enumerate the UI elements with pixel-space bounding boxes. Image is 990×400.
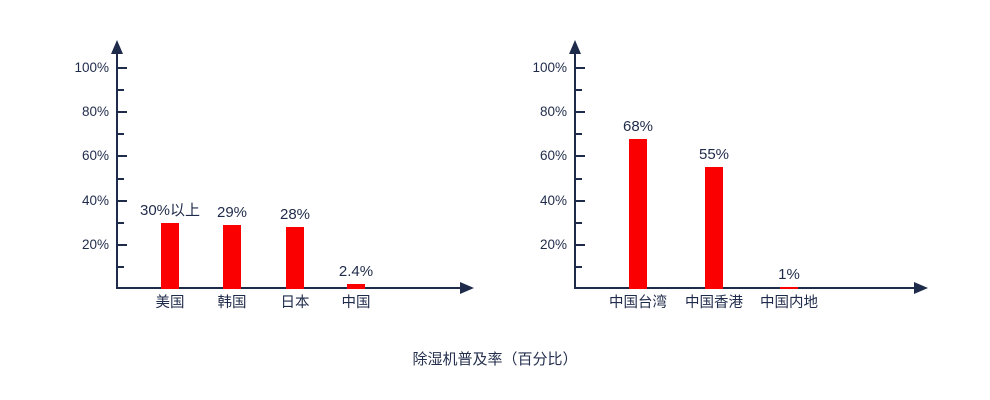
y-tick-label: 100%: [74, 60, 109, 75]
y-minor-tick: [576, 89, 582, 92]
bar-value-label: 30%以上: [139, 202, 201, 219]
y-minor-tick: [118, 89, 124, 92]
y-tick-label: 40%: [81, 192, 109, 208]
y-minor-tick: [576, 221, 582, 224]
x-axis: [575, 287, 916, 289]
y-minor-tick: [576, 177, 582, 180]
y-major-tick: [576, 199, 585, 202]
y-minor-tick: [118, 177, 124, 180]
bar: [161, 223, 179, 289]
bar-value-label: 1%: [778, 266, 800, 283]
y-major-tick: [118, 111, 127, 114]
y-major-tick: [118, 243, 127, 246]
y-minor-tick: [118, 221, 124, 224]
category-label: 中国台湾: [609, 295, 667, 311]
x-axis-arrowhead-icon: [914, 282, 928, 294]
y-axis: [574, 53, 576, 289]
bar-value-label: 55%: [698, 146, 730, 163]
category-label: 中国: [341, 295, 371, 311]
bar: [705, 167, 723, 289]
bar: [629, 139, 647, 289]
y-major-tick: [576, 67, 585, 69]
bar: [780, 287, 798, 289]
y-tick-label: 80%: [539, 104, 567, 120]
y-axis: [116, 53, 118, 289]
y-tick-label: 60%: [539, 148, 567, 164]
y-minor-tick: [576, 133, 582, 136]
bar-value-label: 2.4%: [338, 263, 374, 280]
bar-value-label: 29%: [216, 204, 248, 221]
bar-value-label: 28%: [279, 206, 311, 223]
y-major-tick: [118, 67, 127, 69]
y-tick-label: 20%: [81, 236, 109, 252]
x-axis-arrowhead-icon: [460, 282, 474, 294]
y-tick-label: 40%: [539, 192, 567, 208]
y-major-tick: [576, 155, 585, 158]
y-major-tick: [118, 199, 127, 202]
bar: [223, 225, 241, 289]
bar-value-label: 68%: [622, 118, 654, 135]
y-tick-label: 100%: [532, 60, 567, 75]
category-label: 美国: [155, 295, 185, 311]
y-minor-tick: [118, 133, 124, 136]
bar: [347, 284, 365, 289]
y-tick-label: 60%: [81, 148, 109, 164]
y-minor-tick: [118, 265, 124, 268]
y-major-tick: [576, 111, 585, 114]
y-axis-arrowhead-icon: [111, 40, 123, 54]
y-axis-arrowhead-icon: [569, 40, 581, 54]
chart-caption: 除湿机普及率（百分比）: [412, 351, 578, 368]
y-minor-tick: [576, 265, 582, 268]
category-label: 日本: [280, 295, 310, 311]
y-major-tick: [576, 243, 585, 246]
bar: [286, 227, 304, 289]
y-tick-label: 20%: [539, 236, 567, 252]
y-tick-label: 80%: [81, 104, 109, 120]
category-label: 中国内地: [760, 295, 818, 311]
y-major-tick: [118, 155, 127, 158]
category-label: 韩国: [217, 295, 247, 311]
category-label: 中国香港: [685, 295, 743, 311]
